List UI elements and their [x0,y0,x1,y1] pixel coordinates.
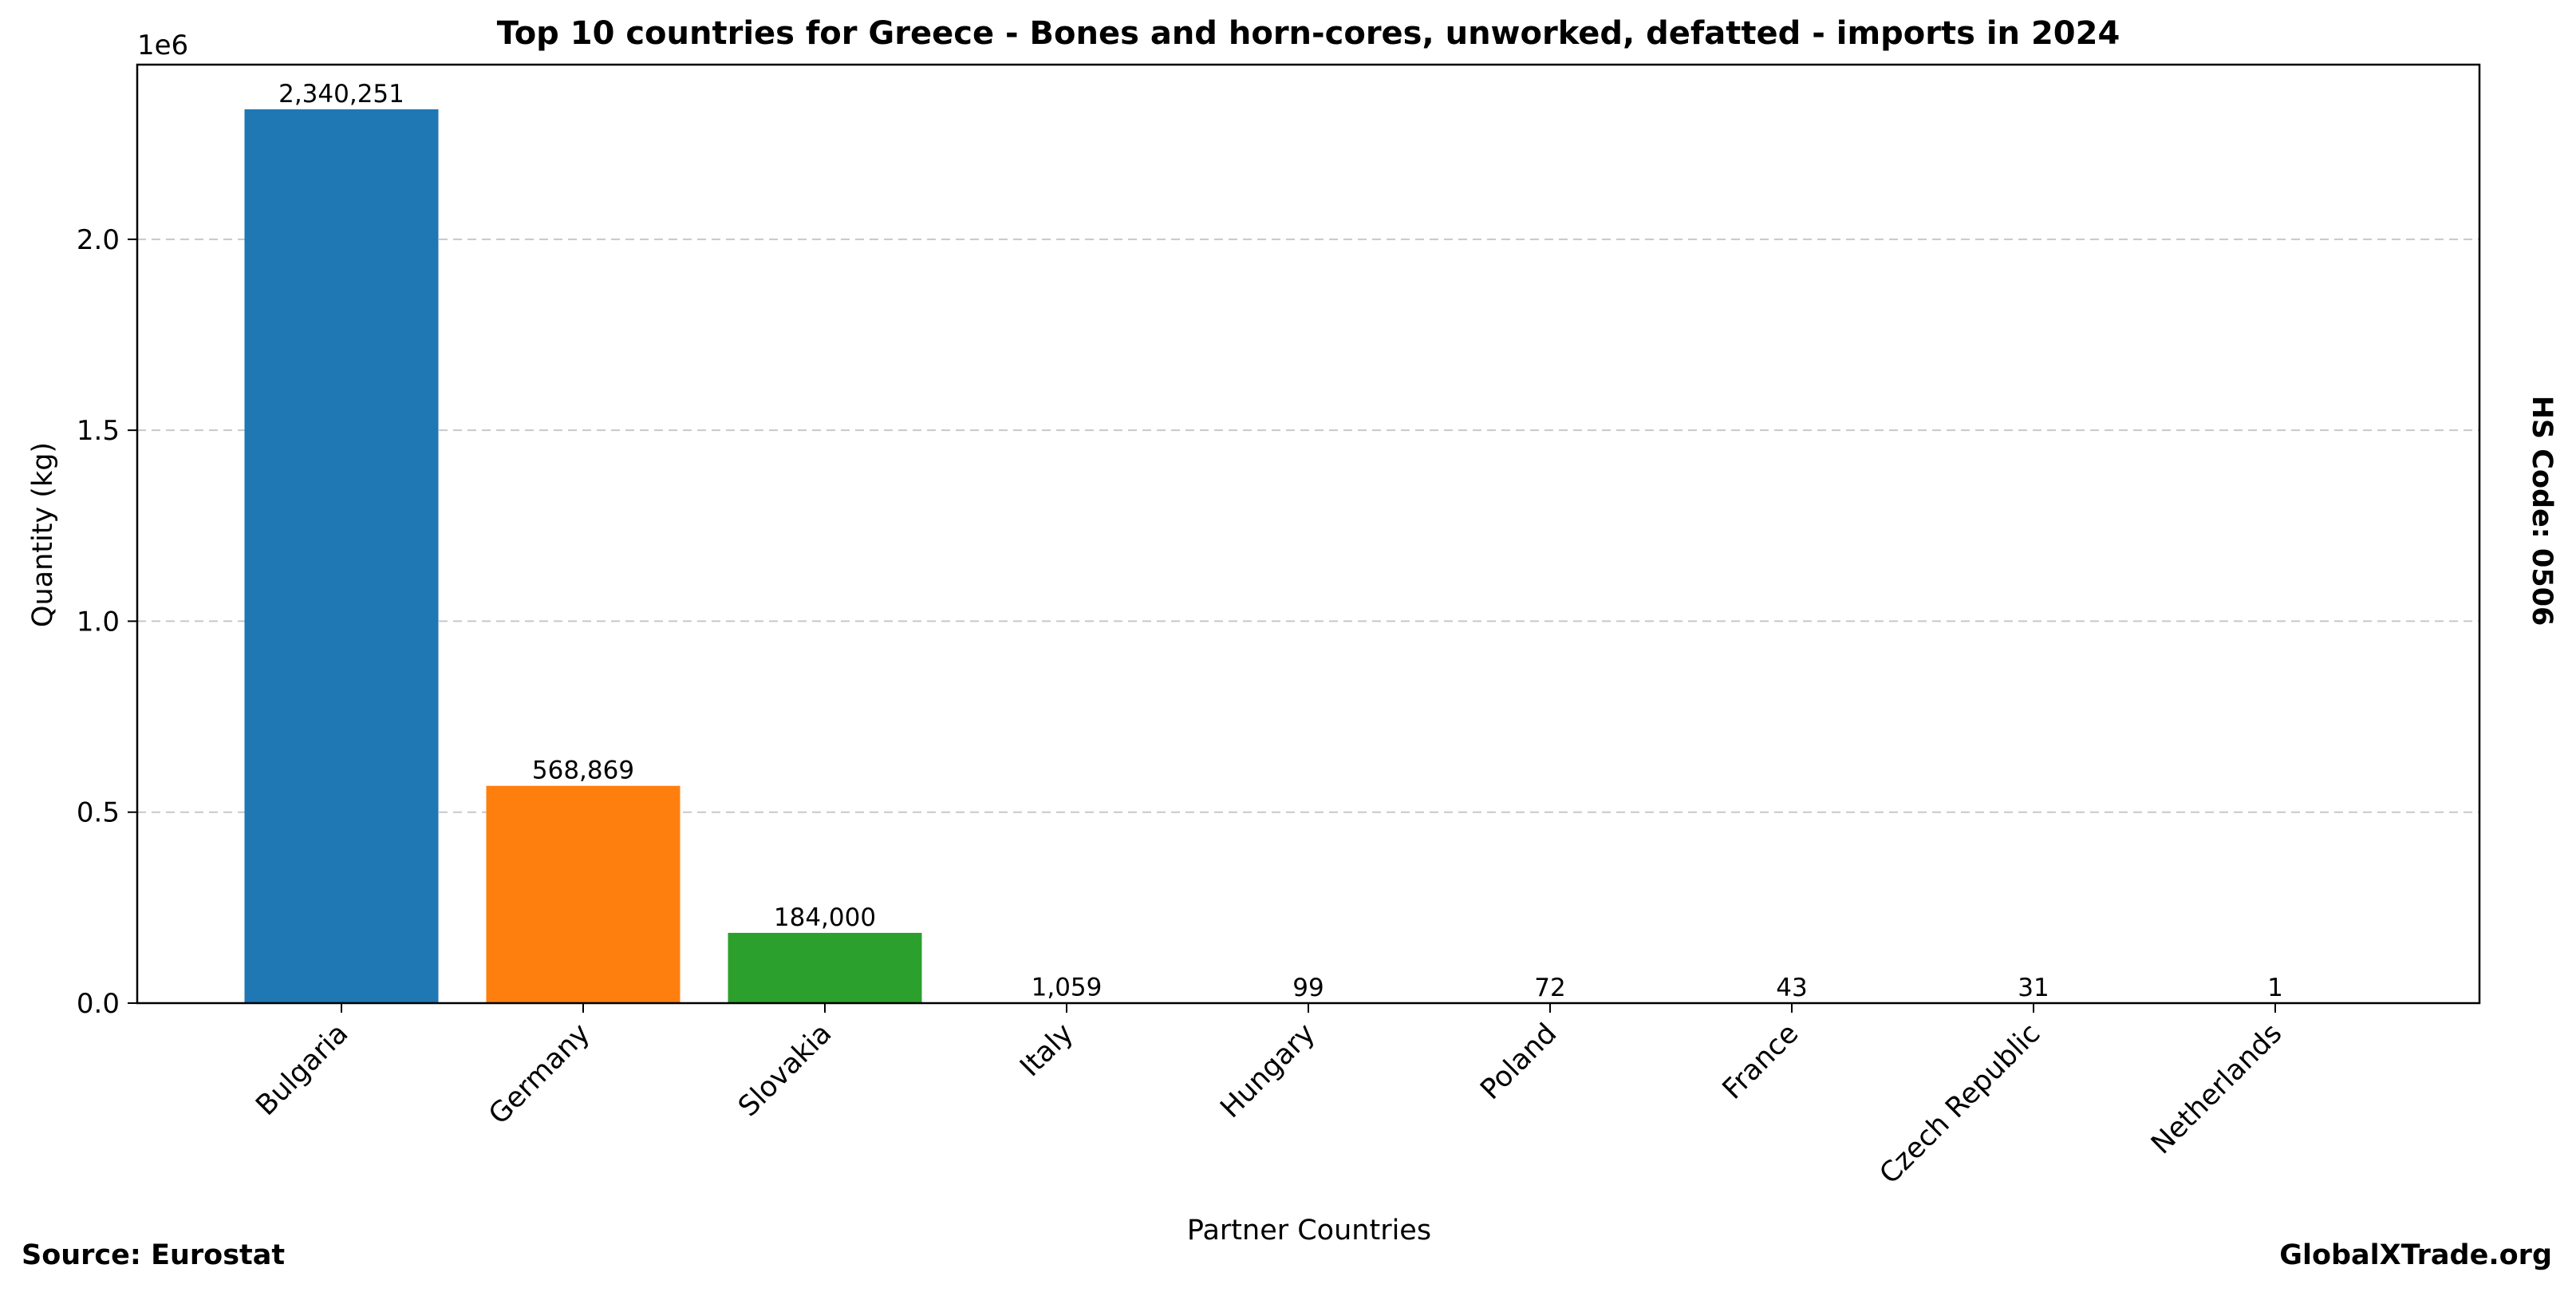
y-tick-label: 0.0 [77,988,120,1020]
x-tick-label: Italy [1014,1017,1079,1083]
y-axis-offset-label: 1e6 [137,30,188,61]
bar-value-label: 1 [2267,974,2283,1002]
gridlines [137,238,2479,813]
bar-germany [486,785,680,1003]
x-tick-label: Czech Republic [1874,1017,2047,1191]
y-tick-label: 0.5 [77,797,120,829]
brand-label: GlobalXTrade.org [2279,1239,2552,1271]
bar-value-label: 99 [1292,974,1324,1002]
hs-code-label: HS Code: 0506 [2526,396,2558,626]
y-tick-label: 1.5 [77,415,120,447]
x-axis-ticks: Bulgaria Germany Slovakia Italy Hungary Polan… [250,1003,2288,1191]
bar-value-label: 1,059 [1032,973,1103,1002]
y-tick-label: 1.0 [77,606,120,638]
bar-value-label: 31 [2018,974,2049,1002]
x-tick-label: Poland [1474,1017,1563,1106]
bar-value-label: 568,869 [532,757,634,785]
bars [244,109,2373,1003]
x-tick-label: Germany [483,1017,596,1131]
bar-bulgaria [244,109,439,1003]
source-label: Source: Eurostat [22,1239,286,1271]
x-tick-label: France [1717,1017,1805,1106]
y-axis-label: Quantity (kg) [27,442,59,627]
bar-value-label: 2,340,251 [278,80,404,109]
x-axis-label: Partner Countries [1187,1215,1431,1247]
x-tick-label: Netherlands [2145,1017,2288,1160]
x-tick-label: Hungary [1214,1017,1321,1124]
bar-slovakia [728,932,922,1003]
bar-value-label: 184,000 [774,903,876,932]
x-tick-label: Bulgaria [250,1017,354,1122]
y-tick-label: 2.0 [77,224,120,256]
y-axis-ticks: 0.0 0.5 1.0 1.5 2.0 [77,224,137,1020]
x-tick-label: Slovakia [732,1017,838,1123]
chart-title: Top 10 countries for Greece - Bones and … [497,15,2120,52]
bar-value-label: 43 [1776,974,1807,1002]
value-labels: 2,340,251 568,869 184,000 1,059 99 72 43 31 1 [278,80,2283,1002]
bar-value-label: 72 [1534,974,1565,1002]
